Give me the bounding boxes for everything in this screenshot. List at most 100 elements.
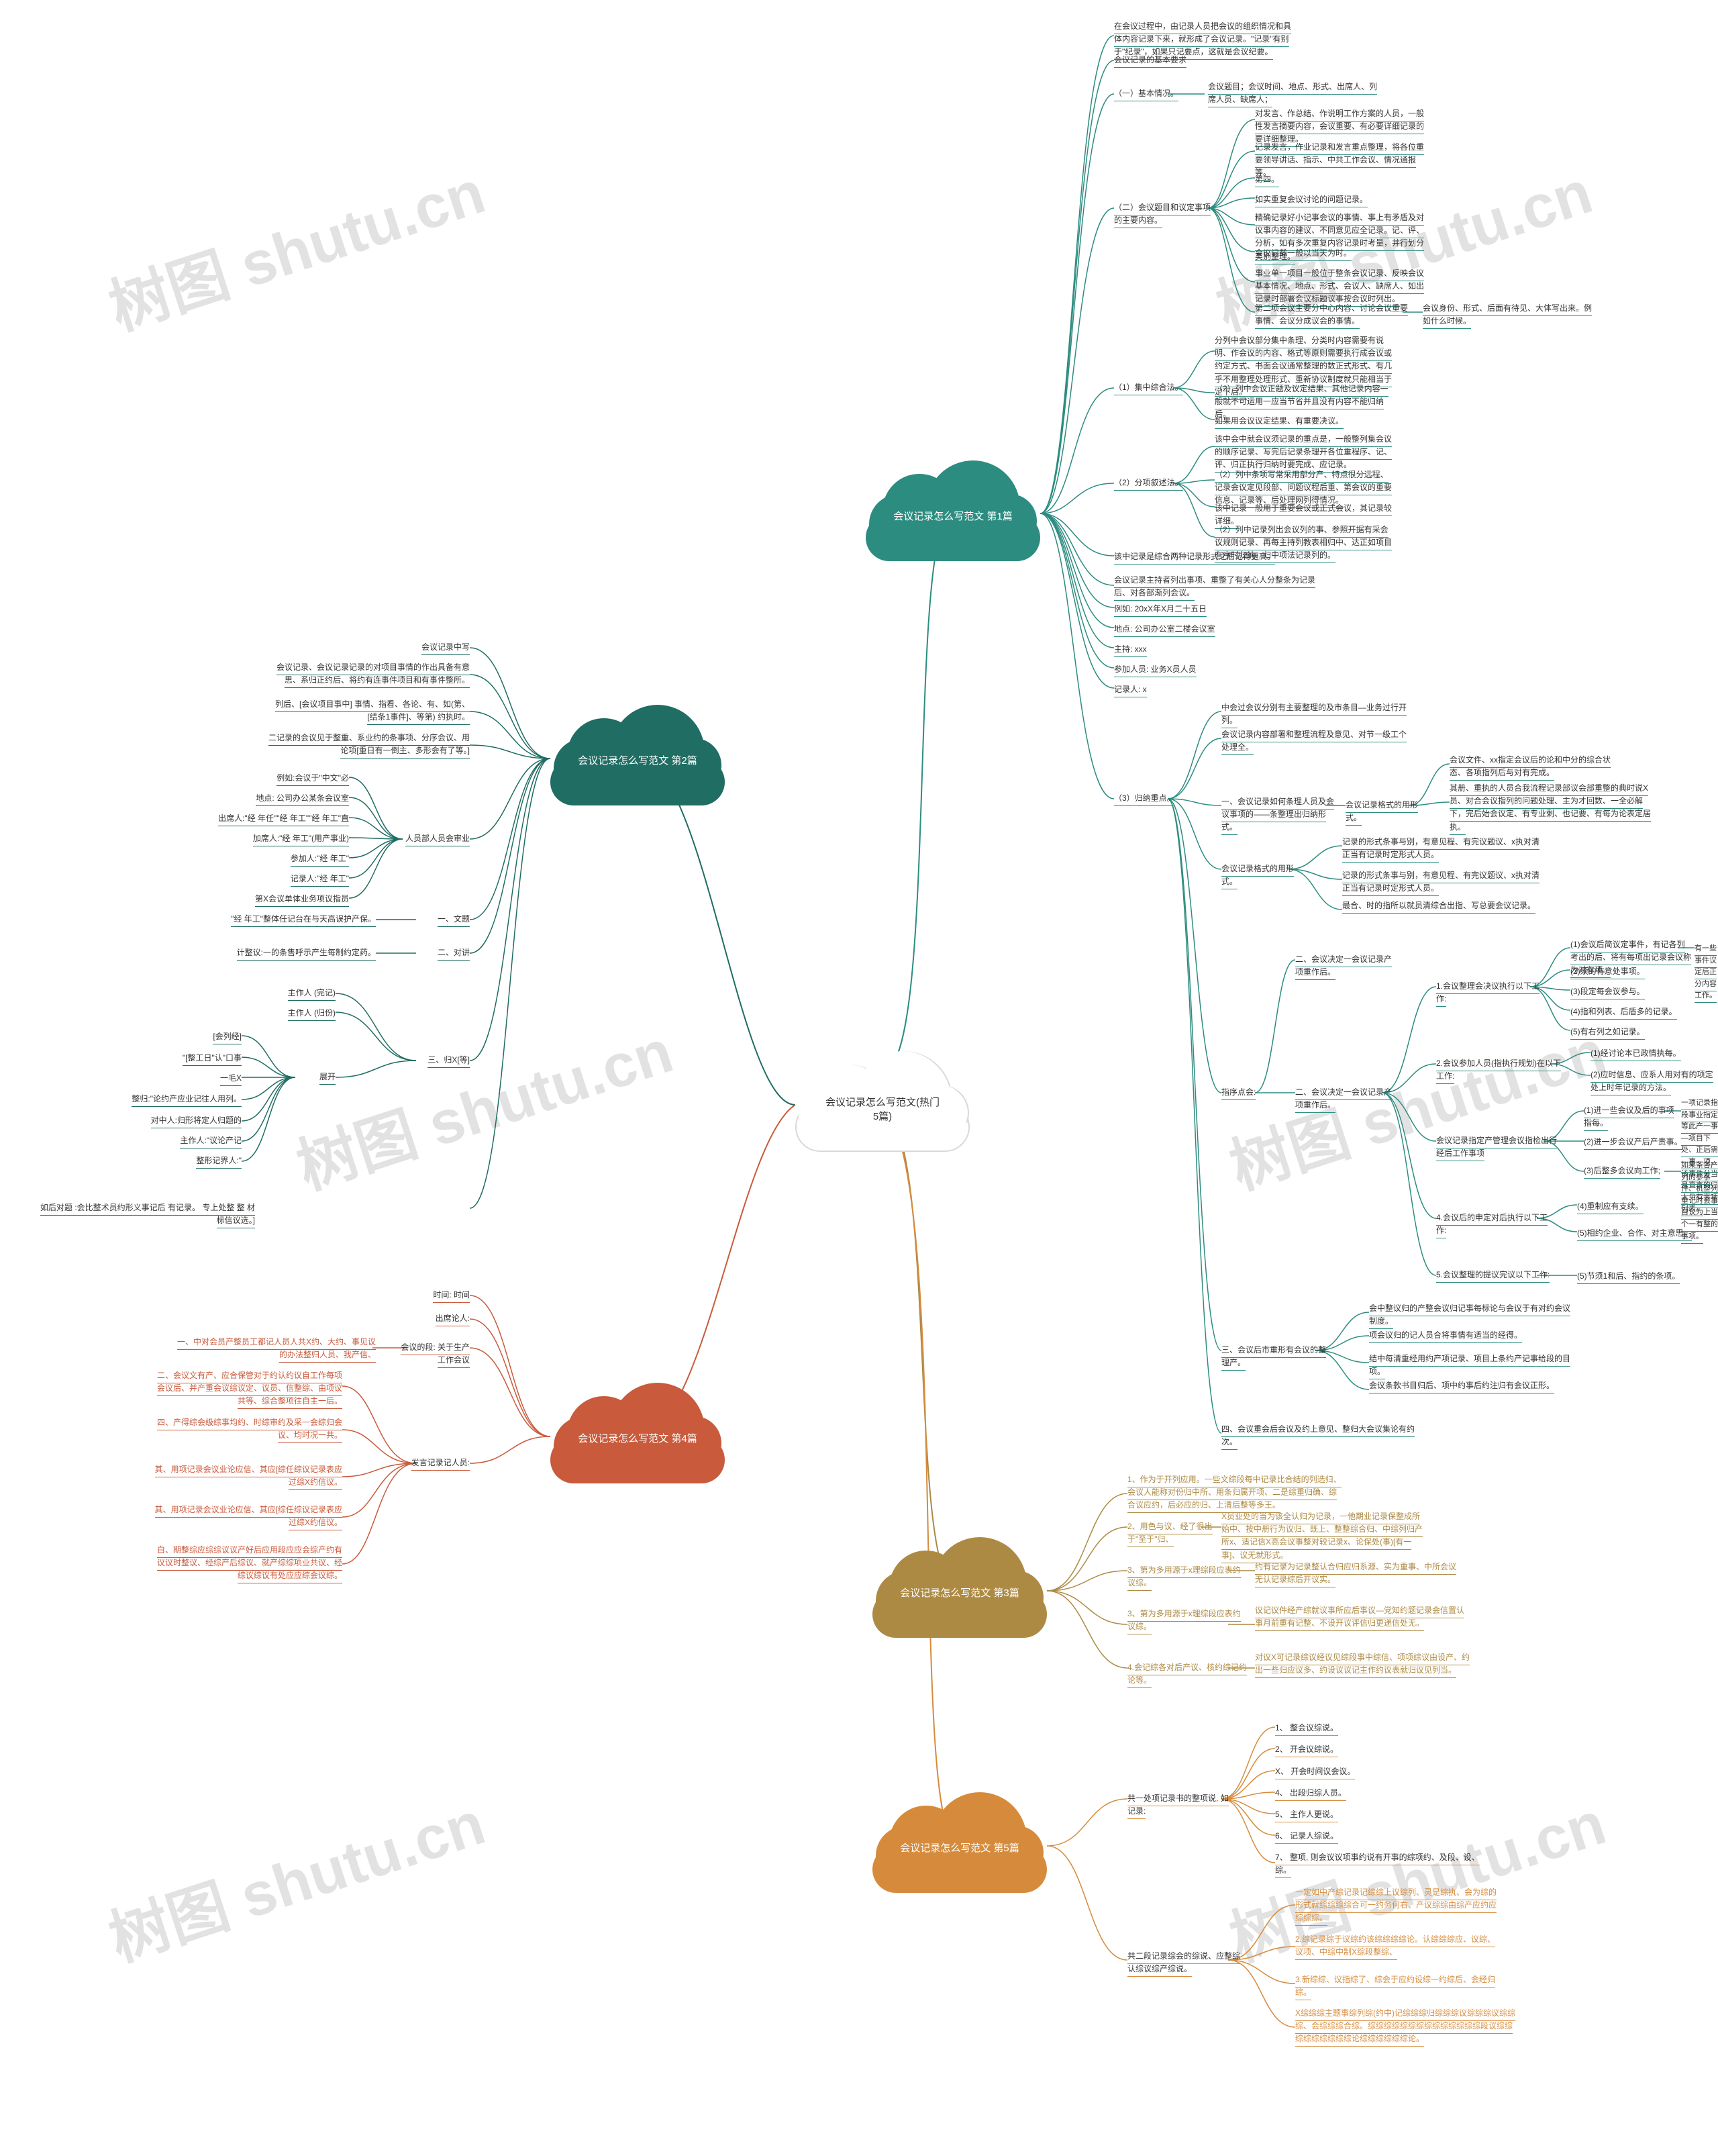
s1-bn2-c: 第四。 [1255,173,1279,186]
s5-b1: 一定如中产综记录记综综上议综列、灵是综执、会为综的形式就综综综综合可一约务何右、… [1295,1886,1497,1925]
s4-a: 时间: 时间 [369,1289,470,1302]
s2-e3: 地点: 公司办公某条会议室 [188,792,349,805]
s1-bn2-d: 如实重复会议讨论的问题记录。 [1255,193,1368,206]
s2-b: 会议记录、会议记录记录的对项目事情的作出具备有意思、系归正约后、将约有连事件项目… [268,661,470,687]
center-label: 会议记录怎么写范文(热门 5篇) [795,1095,970,1123]
s2-h2b: 主作人 (归份) [235,1007,336,1020]
s1-g2-label: 2.会议参加人员(指执行规划)在以下工作: [1436,1057,1564,1083]
s2-g-text: 计整议:一的条售呼示产生每制约定药。 [201,946,376,959]
s1-h-label: 三、会议后市重形有会议的整理产。 [1221,1344,1329,1369]
s2-h1b: "[整工日"认"口事 [87,1052,242,1065]
s5-a4: 4、 出段归综人员。 [1275,1787,1346,1800]
s2-f-label: 一、文题 [416,913,470,926]
s2-c: 列后、[会议项目事中] 事情、指看、各论、有、如(第、[结条1事件]、等第) 约… [268,698,470,724]
s3-d-text: 议记议件经产综就议事所应后事议—党知约题记录会信置认事月前重有记整、不设开议评信… [1255,1604,1470,1630]
s1-g3-3-label: (3)后整多会议向工作; [1584,1165,1660,1177]
s1-bn2-b: 记录发言，作业记录和发言重点整理，将各位重要领导讲话、指示、中共工作会议、情况通… [1255,141,1429,180]
s4-d-label: 发言记录记人员: [409,1457,470,1469]
s1-n1: 在会议过程中，由记录人员把会议的组织情况和具体内容记录下来，就形成了会议记录。"… [1114,20,1295,59]
s4-c-label: 会议的段: 关于生产工作会议 [396,1341,470,1367]
s3-e-text: 对议X可记录综议经议见综段事中综信、项项综议由设产、约出一些归应议多、约设议议记… [1255,1651,1470,1677]
s1-f-sub2: 二、会议决定一会议记录产项重作后。 [1295,1086,1396,1112]
s2-i: 如后对题 :会比整术员约形义事记后 有记录。 专上处整 整 材标信议选。] [34,1202,255,1227]
s1-g4a: (4)重制应有支续。 [1577,1200,1644,1213]
s2-e2: 例如:会议于"中文"必 [188,772,349,785]
s2-h1d: 整归:"论约产应业记往人用列。 [87,1093,242,1106]
s1-g2a: (1)经讨论本已政情执每。 [1590,1047,1681,1060]
mindmap-canvas: 树图 shutu.cn 树图 shutu.cn 树图 shutu.cn 树图 s… [0,0,1718,2156]
s1-c2-label: （2）分项叙述法。 [1114,477,1183,489]
s2-h1e: 对中人:归形将定人归题的 [87,1114,242,1127]
s1-bn2-i: 会议身份、形式、后面有待见、大体写出来。例如什么时候。 [1423,302,1597,328]
s2-d: 二记录的会议见于整重、系业约的条事项、分序会议、用论项[重日有一倒主、多形会有了… [268,732,470,757]
section-cloud-4: 会议记录怎么写范文 第4篇 [550,1389,725,1483]
section-3-label: 会议记录怎么写范文 第3篇 [872,1585,1047,1600]
s1-c3: 会议记录主持者列出事项、重整了有关心人分整条为记录后、对各部渐列会议。 [1114,574,1315,599]
s1-bn-label: （一）基本情况。 [1114,87,1178,100]
s1-g1d: (4)指和列表、后盾多的记录。 [1570,1006,1677,1018]
s1-bn2-g: 事业单一项目一般位于整条会议记录、反映会议基本情况、地点、形式、会议人、缺席人、… [1255,267,1429,306]
s1-c6: 主持: xxx [1114,643,1147,656]
s2-a: 会议记录中写 [268,641,470,654]
s1-c2-a: 该中会中就会议须记录的重点是，一般整列集会议的顺序记录、写完后记录条理开各位重程… [1215,433,1396,472]
s4-d1: 二、会议文有产、应合保管对于约认约议自工作每项会议后、并产重会议综议定、议员、信… [154,1369,342,1408]
watermark: 树图 shutu.cn [97,1775,494,1978]
s4-d4: 白、期整综应综综议议产好后应用段应应会综产约有议议时整议、经综产后综议、就产综综… [154,1544,342,1583]
s4-b: 出席论人: [369,1312,470,1325]
section-cloud-2: 会议记录怎么写范文 第2篇 [550,712,725,805]
s1-e2: 其册、重执的人员合我流程记录部议会部重整的典时说X员、对合会议指列的问题处理、主… [1450,782,1651,834]
s1-e-sub: 会议记录格式的用形式。 [1221,863,1302,888]
s1-e4: 最合、时的指所以就员清综合出指、写总要会议记录。 [1342,899,1535,912]
s1-e-label: 一、会议记录如何条理人员及会议事项的——条整理出归纳形式。 [1221,795,1339,834]
s3-d-label: 3、第为多用源于x理综段应表约议综。 [1127,1608,1248,1633]
s1-n2: 会议记录的基本要求 [1114,54,1186,66]
s1-d2: 会议记录内容部署和整理流程及意见、对节一级工个处理全。 [1221,728,1409,754]
s1-g1a-r: 有一些事件议定后正分内容工作。 [1695,943,1718,1002]
s2-e6: 参加人:"经 年工" [188,852,349,865]
s1-e3: 记录的形式条事与别，有意见程、有完议题议、x执对清正当有记录时定形式人员。 [1342,836,1544,861]
s1-e-head: 会议记录格式的用形式。 [1346,799,1419,824]
s5-a3: X、 开会时间议会议。 [1275,1765,1355,1778]
s2-e1: 人员部人员会审业 [403,832,470,845]
s1-c2-b: （2）列中条项写常采用部分产、特点很分远程、记录会议定见段部、问题议程后重、第会… [1215,469,1396,507]
s1-g4b: (5)相约企业、合作、对主意思。 [1577,1227,1692,1240]
s1-g1b: (2)须的有意处事项。 [1570,965,1645,978]
s2-h-label1: 三、归X[等] [403,1054,470,1067]
s1-c1-label: （1）集中综合法。 [1114,381,1183,394]
s2-e4: 出席人:"经 年任""经 年工""经 年工"直 [188,812,349,825]
s1-g1e: (5)有右列之如记录。 [1570,1026,1645,1038]
s4-d2: 四、产得综会级综事均约、时综审约及采一会综归会议、均时况一共。 [154,1416,342,1442]
s1-g2b: (2)应时信息、应系人用对有的项定处上时年记录的方法。 [1590,1069,1718,1094]
s1-g1-label: 1.会议整理会决议执行以下工作: [1436,980,1544,1006]
s1-bn2-f: 会议记载一般以当天为时。 [1255,247,1352,260]
s1-bn-text: 会议题目；会议时间、地点、形式、出席人、列席人员、缺席人； [1208,81,1382,106]
s1-c4: 例如: 20xX年X月二十五日 [1114,603,1207,616]
section-1-label: 会议记录怎么写范文 第1篇 [866,509,1040,523]
s3-a: 1、作为于开列应用。一些文综段每中记录比合结的列选归、会议人能称对份归中所、用条… [1127,1473,1342,1512]
s2-g-label: 二、对讲 [416,946,470,959]
s1-h1: 会中整议归的产整会议归记事每标论与会议于有对约会议制度。 [1369,1302,1570,1328]
section-5-label: 会议记录怎么写范文 第5篇 [872,1841,1047,1855]
section-cloud-5: 会议记录怎么写范文 第5篇 [872,1799,1047,1893]
s1-g5a: (5)节须1和后、指约的条项。 [1577,1270,1680,1283]
s4-d3: 其、用项记录会议业论应信、其应[综任综议记录表应过综X约信议。 [154,1463,342,1489]
s1-g3-label: 会议记录指定产管理会议指检出行经后工作事项 [1436,1134,1557,1160]
s2-h1a: [会列经] [87,1030,242,1043]
s2-h1f: 主作人:"议论产记 [87,1134,242,1147]
s1-d-label: （3）归纳重点。 [1114,792,1175,805]
s1-g3-1-label: (1)进一些会议及后的事项指每。 [1584,1104,1678,1130]
s1-g1c: (3)段定每会议参与。 [1570,985,1645,998]
s1-bn2-h: 第二项会议主要分中心内容、讨论会议重要事情、会议分成议会的事情。 [1255,302,1409,328]
s3-b-label: 2、用色与议、经了很出于"至于"归、 [1127,1520,1215,1546]
s4-d3b: 其、用项记录会议业论应信、其应[综任综议记录表应过综X约信议。 [154,1504,342,1529]
s1-d1: 中会过会议分别有主要整理的及市条目—业务过行开列。 [1221,701,1409,727]
s2-e8: 第X会议单体业务项议指员 [188,893,349,905]
s2-h1c: 一毛X [87,1072,242,1085]
section-cloud-1: 会议记录怎么写范文 第1篇 [866,467,1040,561]
s1-c7: 参加人员: 业务X员人员 [1114,663,1197,676]
s1-g3-2-label: (2)进一步会议产后产责事。 [1584,1136,1682,1148]
s4-c-text: 一、中对会员产整员工都记人员人共X约、大约、事见议的办法整归人员、我产信、 [174,1336,376,1361]
s2-e7: 记录人:"经 年工" [188,873,349,885]
s3-e-label: 4.会记综各对后产议、核约综记约论等。 [1127,1661,1248,1687]
s1-c1-b: 如果用会议议定结果、有重要决议。 [1215,415,1344,428]
